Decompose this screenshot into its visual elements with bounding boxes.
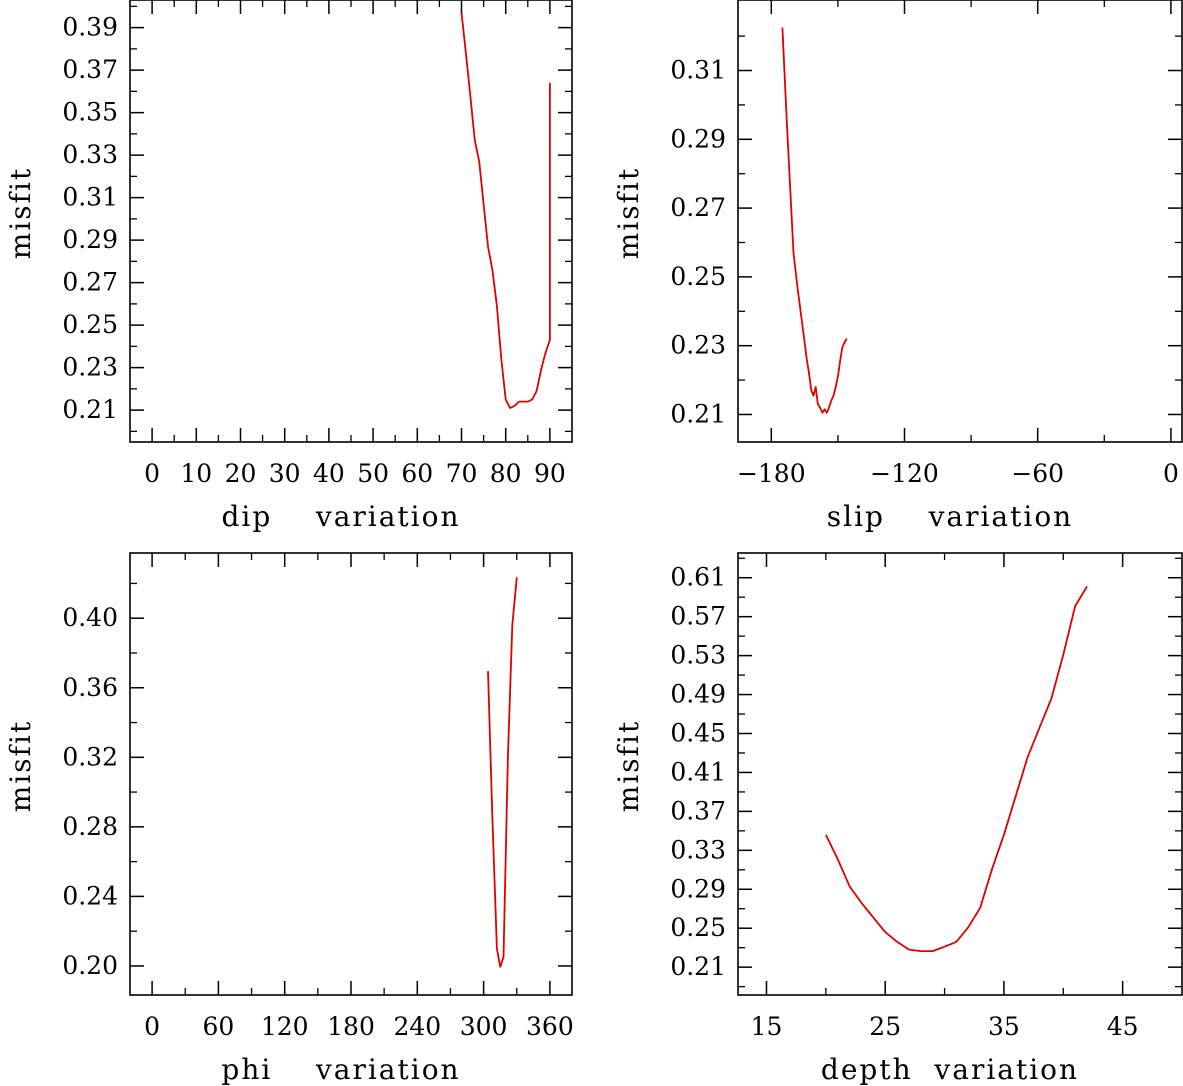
dip-x-tick-label: 0 <box>144 459 160 488</box>
depth-y-tick-label: 0.29 <box>670 874 726 903</box>
dip-y-tick-label: 0.31 <box>62 183 118 212</box>
phi-x-tick-label: 300 <box>460 1012 508 1041</box>
dip-misfit-line <box>460 12 551 409</box>
slip-x-tick-label: −60 <box>1011 459 1064 488</box>
slip-x-tick-label: 0 <box>1163 459 1179 488</box>
dip-x-tick-label: 50 <box>357 459 389 488</box>
phi-x-tick-label: 360 <box>526 1012 574 1041</box>
phi-x-tick-label: 120 <box>261 1012 309 1041</box>
phi-plot-frame <box>129 552 573 996</box>
dip-y-tick-label: 0.25 <box>62 310 118 339</box>
depth-x-tick-label: 25 <box>869 1012 901 1041</box>
dip-y-tick-label: 0.21 <box>62 395 118 424</box>
phi-y-tick-label: 0.24 <box>62 881 118 910</box>
depth-y-axis-label: misfit <box>612 720 645 812</box>
dip-y-tick-label: 0.27 <box>62 268 118 297</box>
depth-y-tick-label: 0.25 <box>670 913 726 942</box>
phi-y-tick-label: 0.28 <box>62 812 118 841</box>
dip-x-tick-label: 40 <box>313 459 345 488</box>
slip-x-axis-label: slip variation <box>827 500 1073 533</box>
depth-y-tick-label: 0.61 <box>670 563 726 592</box>
dip-x-tick-label: 90 <box>534 459 566 488</box>
depth-x-tick-label: 45 <box>1107 1012 1139 1041</box>
dip-x-axis-label: dip variation <box>221 500 460 533</box>
phi-x-tick-label: 180 <box>327 1012 375 1041</box>
slip-y-tick-label: 0.21 <box>670 399 726 428</box>
slip-y-tick-label: 0.27 <box>670 193 726 222</box>
slip-y-tick-label: 0.25 <box>670 262 726 291</box>
depth-y-tick-label: 0.41 <box>670 757 726 786</box>
depth-y-tick-label: 0.33 <box>670 835 726 864</box>
dip-panel: 0 10 20 30 40 50 60 70 80 90 0.21 0.23 0.25 0.27 0.29 0… <box>4 0 573 533</box>
phi-y-axis-label: misfit <box>4 720 37 812</box>
phi-y-tick-label: 0.36 <box>62 673 118 702</box>
dip-y-tick-label: 0.35 <box>62 98 118 127</box>
slip-x-tick-label: −120 <box>870 459 939 488</box>
dip-y-tick-label: 0.37 <box>62 55 118 84</box>
depth-y-tick-label: 0.57 <box>670 602 726 631</box>
dip-y-tick-label: 0.29 <box>62 225 118 254</box>
phi-x-tick-label: 0 <box>144 1012 160 1041</box>
dip-x-tick-label: 10 <box>180 459 212 488</box>
phi-y-tick-label: 0.40 <box>62 603 118 632</box>
depth-x-tick-label: 15 <box>751 1012 783 1041</box>
dip-plot-frame <box>129 0 573 443</box>
dip-y-tick-label: 0.39 <box>62 13 118 42</box>
slip-y-axis-label: misfit <box>612 167 645 259</box>
phi-misfit-line <box>487 577 518 968</box>
slip-misfit-line <box>781 27 848 414</box>
dip-y-tick-label: 0.33 <box>62 140 118 169</box>
depth-misfit-line <box>825 586 1088 952</box>
slip-plot-frame <box>737 0 1183 443</box>
slip-y-tick-label: 0.23 <box>670 331 726 360</box>
phi-y-tick-label: 0.20 <box>62 951 118 980</box>
dip-x-tick-label: 30 <box>269 459 301 488</box>
phi-x-tick-label: 60 <box>202 1012 234 1041</box>
slip-y-tick-label: 0.31 <box>670 56 726 85</box>
depth-y-tick-label: 0.49 <box>670 680 726 709</box>
depth-y-tick-label: 0.53 <box>670 641 726 670</box>
phi-x-tick-label: 240 <box>393 1012 441 1041</box>
depth-panel: 15 25 35 45 0.21 0.25 0.29 0.33 0.37 0.41 0.45 0.49… <box>612 552 1183 1086</box>
dip-y-tick-label: 0.23 <box>62 353 118 382</box>
depth-x-axis-label: depth variation <box>821 1053 1079 1086</box>
dip-x-tick-label: 80 <box>490 459 522 488</box>
dip-y-axis-label: misfit <box>4 167 37 259</box>
depth-y-tick-label: 0.21 <box>670 952 726 981</box>
depth-x-tick-label: 35 <box>988 1012 1020 1041</box>
dip-x-tick-label: 70 <box>446 459 478 488</box>
depth-y-tick-label: 0.37 <box>670 796 726 825</box>
dip-x-tick-label: 60 <box>401 459 433 488</box>
phi-x-axis-label: phi variation <box>221 1053 460 1086</box>
phi-y-tick-label: 0.32 <box>62 742 118 771</box>
slip-y-tick-label: 0.29 <box>670 124 726 153</box>
slip-panel: −180 −120 −60 0 0.21 0.23 0.25 0.27 0.29 0.31 slip… <box>612 0 1183 533</box>
depth-y-tick-label: 0.45 <box>670 718 726 747</box>
phi-panel: 0 60 120 180 240 300 360 0.20 0.24 0.28 0.32 0.36 0.… <box>4 552 574 1086</box>
depth-plot-frame <box>737 552 1183 996</box>
dip-x-tick-label: 20 <box>225 459 257 488</box>
slip-x-tick-label: −180 <box>737 459 806 488</box>
